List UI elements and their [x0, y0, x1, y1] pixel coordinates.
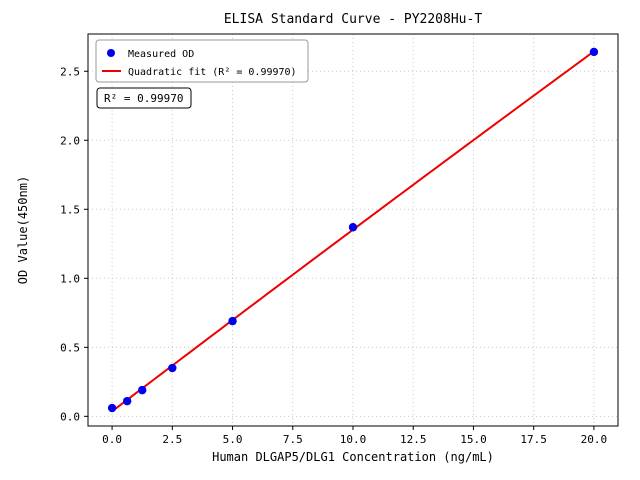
legend-marker-measured-od	[107, 49, 115, 57]
data-point	[138, 385, 147, 395]
data-point	[168, 363, 177, 373]
x-tick-label: 15.0	[460, 433, 487, 446]
x-axis-label: Human DLGAP5/DLG1 Concentration (ng/mL)	[212, 450, 494, 464]
legend-box	[95, 39, 309, 83]
data-point	[122, 396, 132, 406]
data-point	[589, 47, 599, 57]
data-point	[228, 316, 237, 326]
x-tick-label: 2.5	[162, 433, 182, 446]
legend-label-measured-od: Measured OD	[128, 49, 194, 60]
y-tick-label: 2.0	[60, 134, 80, 147]
x-tick-label: 20.0	[581, 433, 608, 446]
x-tick-label: 12.5	[400, 433, 427, 446]
r-squared-annotation-box	[96, 87, 192, 109]
legend-label-quadratic-fit: Quadratic fit (R² = 0.99970)	[128, 67, 297, 78]
y-tick-label: 1.5	[60, 203, 80, 216]
y-axis-label: OD Value(450nm)	[16, 176, 30, 284]
data-point	[348, 223, 358, 232]
x-tick-label: 5.0	[223, 433, 243, 446]
r-squared-annotation-text: R² = 0.99970	[104, 92, 183, 105]
data-point	[107, 403, 117, 413]
x-tick-label: 10.0	[340, 433, 367, 446]
x-tick-label: 7.5	[283, 433, 303, 446]
x-tick-label: 0.0	[102, 433, 122, 446]
y-tick-label: 1.0	[60, 272, 80, 285]
y-tick-label: 0.5	[60, 341, 80, 354]
x-tick-label: 17.5	[520, 433, 547, 446]
y-tick-label: 0.0	[60, 410, 80, 423]
y-tick-label: 2.5	[60, 65, 80, 78]
plot-title: ELISA Standard Curve - PY2208Hu-T	[224, 12, 482, 27]
plot-border	[87, 33, 619, 427]
